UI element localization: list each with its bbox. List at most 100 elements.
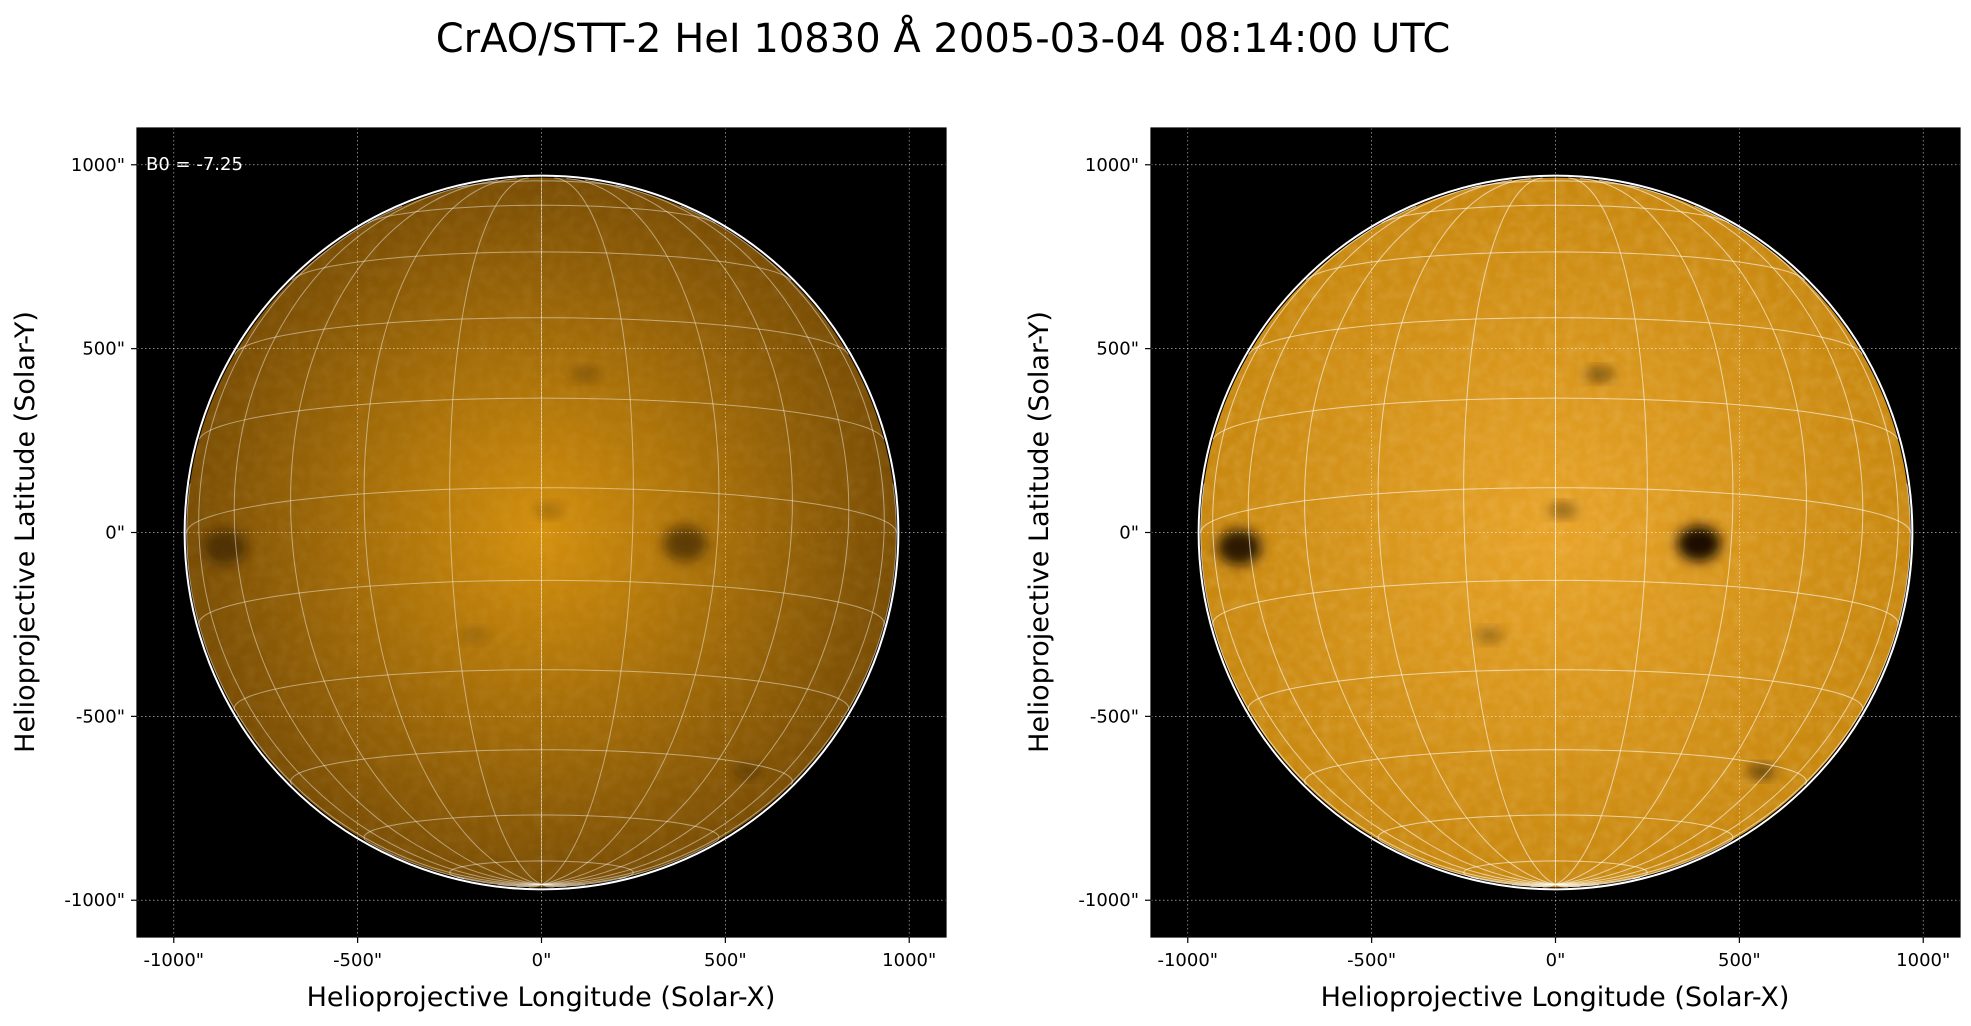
longitude-line	[528, 884, 542, 888]
longitude-line	[1555, 205, 1899, 885]
solar-map-panel-right: -1000" -500" 0" 500" 1000" -1000" -500" 0" 500"…	[1024, 127, 1961, 1013]
longitude-line	[541, 185, 850, 885]
y-tick-label: 0"	[1119, 523, 1139, 544]
longitude-line	[1555, 179, 1807, 885]
latitude-line	[1247, 669, 1864, 711]
y-tick-label: 500"	[82, 339, 125, 360]
x-axis-label: Helioprojective Longitude (Solar-X)	[307, 982, 776, 1013]
longitude-line	[1555, 884, 1569, 888]
longitude-line	[1463, 177, 1556, 885]
latitude-line	[1212, 397, 1899, 440]
longitude-line	[1200, 483, 1556, 885]
y-tick-label: 500"	[1096, 339, 1139, 360]
figure-title: CrAO/STT-2 HeI 10830 Å 2005-03-04 08:14:…	[436, 14, 1451, 62]
y-tick-label: -500"	[1090, 706, 1139, 727]
x-tick-label: -1000"	[1157, 950, 1218, 971]
latitude-line	[1305, 251, 1806, 281]
longitude-line	[541, 483, 897, 885]
x-tick-label: 1000"	[1896, 950, 1950, 971]
longitude-line	[1555, 876, 1641, 886]
feature-filament-center	[1548, 504, 1577, 517]
x-tick-label: -500"	[1347, 950, 1396, 971]
longitude-line	[1212, 205, 1556, 885]
feature-filament-south-east	[733, 765, 762, 778]
longitude-line	[541, 205, 885, 885]
longitude-line	[541, 842, 714, 886]
longitude-line	[541, 884, 567, 888]
feature-active-region-east-limb	[203, 529, 248, 566]
b0-annotation: B0 = -7.25	[146, 154, 243, 175]
y-axis-label: Helioprojective Latitude (Solar-Y)	[1024, 311, 1055, 753]
longitude-line	[198, 205, 542, 885]
longitude-line	[541, 884, 555, 888]
feature-filament-south-east	[1747, 765, 1776, 778]
feature-active-region-west	[662, 525, 707, 562]
latitude-line	[198, 397, 885, 440]
feature-plage-southwest	[1475, 629, 1504, 642]
latitude-line	[1377, 814, 1734, 844]
latitude-line	[291, 251, 792, 281]
x-tick-label: 0"	[532, 950, 552, 971]
x-tick-label: 0"	[1546, 950, 1566, 971]
x-ticks: -1000" -500" 0" 500" 1000"	[143, 937, 936, 971]
x-tick-label: 1000"	[882, 950, 936, 971]
longitude-line	[1555, 185, 1864, 885]
feature-filament-center	[534, 504, 563, 517]
x-tick-label: -1000"	[143, 950, 204, 971]
y-tick-label: -500"	[76, 706, 125, 727]
y-tick-label: -1000"	[64, 890, 125, 911]
heliographic-grid	[1200, 177, 1911, 888]
feature-filament-north	[571, 368, 600, 381]
x-tick-label: 500"	[704, 950, 747, 971]
feature-plage-southwest	[461, 629, 490, 642]
longitude-line	[541, 178, 720, 885]
dark-features	[203, 368, 762, 778]
y-axis-label: Helioprojective Latitude (Solar-Y)	[10, 311, 41, 753]
longitude-line	[290, 179, 542, 885]
longitude-line	[1555, 178, 1734, 885]
coordinate-grid	[137, 128, 946, 937]
x-tick-label: 500"	[1718, 950, 1761, 971]
longitude-line	[233, 185, 542, 885]
longitude-line	[1247, 185, 1556, 885]
solar-map-panel-left: -1000" -500" 0" 500" 1000" -1000" -500" 0" 500"…	[10, 127, 947, 1013]
x-axis-label: Helioprojective Longitude (Solar-X)	[1321, 982, 1790, 1013]
coordinate-grid	[1151, 128, 1960, 937]
latitude-line	[1248, 317, 1863, 355]
latitude-line	[1200, 487, 1911, 533]
latitude-line	[186, 487, 897, 533]
x-tick-label: -500"	[333, 950, 382, 971]
latitude-line	[363, 814, 720, 844]
dark-features	[1217, 368, 1776, 778]
longitude-line	[1377, 178, 1556, 885]
longitude-line	[456, 876, 542, 886]
y-tick-label: 1000"	[1085, 155, 1139, 176]
longitude-line	[369, 842, 542, 886]
longitude-line	[1555, 177, 1648, 885]
longitude-line	[497, 884, 542, 887]
longitude-line	[541, 179, 793, 885]
longitude-line	[1555, 884, 1581, 888]
latitude-line	[290, 749, 793, 785]
longitude-line	[516, 884, 542, 888]
latitude-line	[233, 669, 850, 711]
y-tick-label: -1000"	[1078, 890, 1139, 911]
latitude-line	[234, 317, 849, 355]
feature-active-region-west	[1676, 525, 1721, 562]
feature-active-region-east-limb	[1217, 529, 1262, 566]
y-tick-label: 0"	[105, 523, 125, 544]
y-ticks: -1000" -500" 0" 500" 1000"	[64, 155, 137, 911]
x-ticks: -1000" -500" 0" 500" 1000"	[1157, 937, 1950, 971]
y-ticks: -1000" -500" 0" 500" 1000"	[1078, 155, 1151, 911]
longitude-line	[186, 483, 542, 885]
longitude-line	[1555, 483, 1911, 885]
longitude-line	[1304, 179, 1556, 885]
longitude-line	[1555, 884, 1600, 887]
longitude-line	[541, 876, 627, 886]
y-tick-label: 1000"	[71, 155, 125, 176]
feature-filament-north	[1585, 368, 1614, 381]
longitude-line	[541, 884, 586, 887]
longitude-line	[541, 177, 634, 885]
latitude-line	[1304, 749, 1807, 785]
